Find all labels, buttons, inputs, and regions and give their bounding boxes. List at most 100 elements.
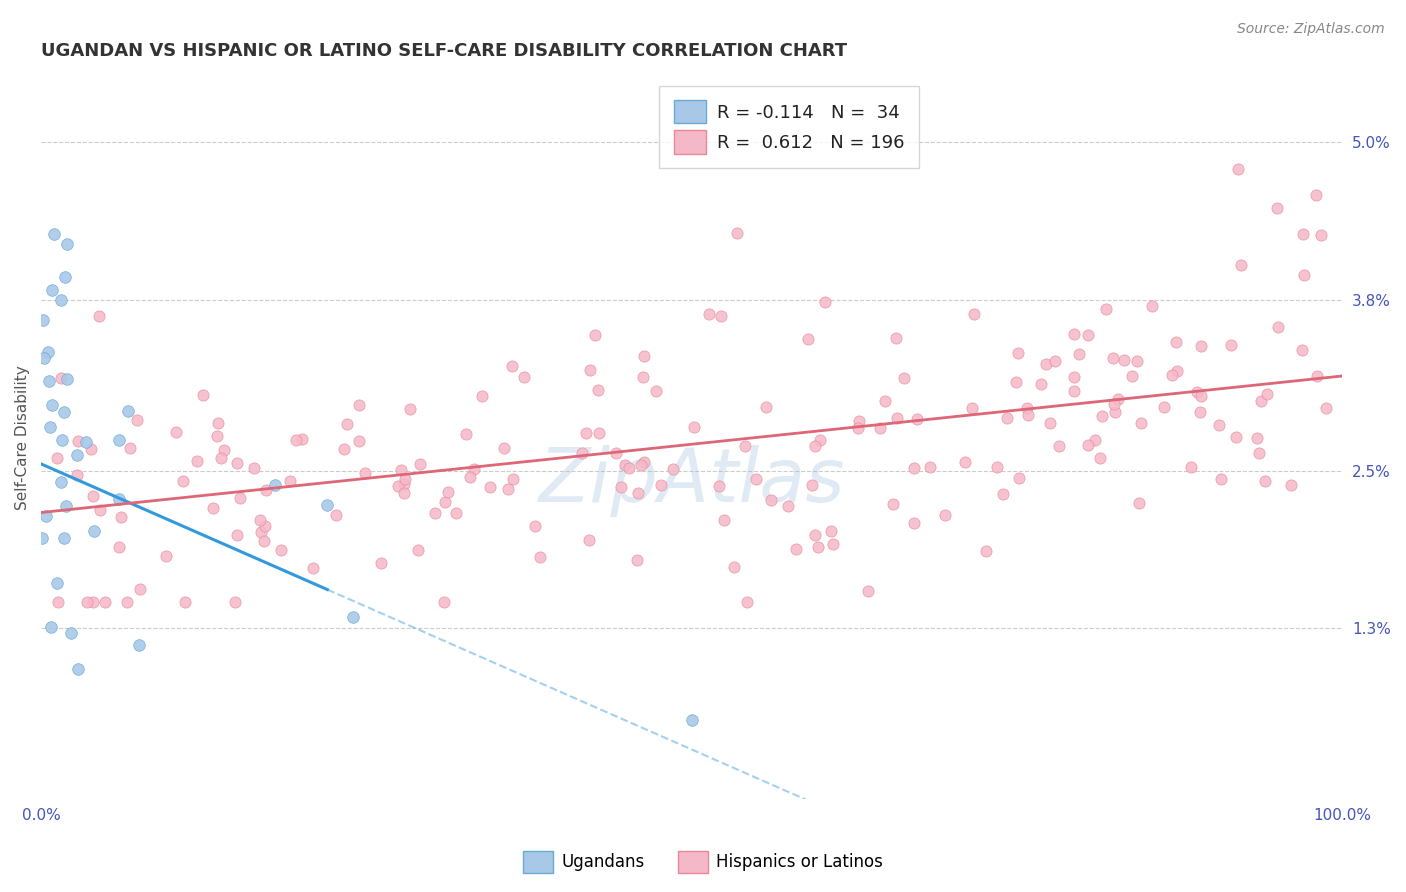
Point <box>1246 431 1268 445</box>
Point <box>903 516 925 530</box>
Point <box>1230 258 1253 272</box>
Legend: R = -0.114   N =  34, R =  0.612   N = 196: R = -0.114 N = 34, R = 0.612 N = 196 <box>659 86 920 168</box>
Point <box>1279 478 1302 492</box>
Point <box>53 269 76 284</box>
Point <box>38 419 60 434</box>
Point <box>389 463 412 477</box>
Point <box>578 533 600 547</box>
Point <box>349 434 371 449</box>
Point <box>1031 376 1053 391</box>
Point <box>797 333 820 347</box>
Point <box>433 595 456 609</box>
Point <box>174 595 197 609</box>
Point <box>254 519 277 533</box>
Point <box>394 472 416 486</box>
Point <box>1049 439 1071 453</box>
Point <box>333 442 356 456</box>
Text: Source: ZipAtlas.com: Source: ZipAtlas.com <box>1237 22 1385 37</box>
Point <box>45 450 67 465</box>
Point <box>1250 394 1272 409</box>
Text: UGANDAN VS HISPANIC OR LATINO SELF-CARE DISABILITY CORRELATION CHART: UGANDAN VS HISPANIC OR LATINO SELF-CARE … <box>41 42 848 60</box>
Point <box>253 534 276 549</box>
Point <box>1063 326 1085 341</box>
Point <box>1077 328 1099 343</box>
Point <box>392 486 415 500</box>
Point <box>51 370 73 384</box>
Point <box>250 525 273 540</box>
Point <box>392 476 415 491</box>
Point <box>645 384 668 398</box>
Point <box>801 477 824 491</box>
Point <box>52 405 75 419</box>
Point <box>735 595 758 609</box>
Point <box>118 442 141 456</box>
Point <box>172 474 194 488</box>
Point <box>1104 397 1126 411</box>
Point <box>963 307 986 321</box>
Point <box>46 595 69 609</box>
Point <box>1220 337 1243 351</box>
Point <box>1292 227 1315 242</box>
Point <box>56 371 79 385</box>
Point <box>1125 354 1147 368</box>
Y-axis label: Self-Care Disability: Self-Care Disability <box>15 366 30 510</box>
Point <box>993 486 1015 500</box>
Point <box>1254 474 1277 488</box>
Point <box>683 420 706 434</box>
Point <box>633 349 655 363</box>
Point <box>471 389 494 403</box>
Point <box>1208 418 1230 433</box>
Point <box>734 439 756 453</box>
Point <box>1164 334 1187 349</box>
Point <box>479 480 502 494</box>
Point <box>201 500 224 515</box>
Point <box>1306 368 1329 383</box>
Point <box>617 461 640 475</box>
Point <box>52 531 75 545</box>
Point <box>302 560 325 574</box>
Point <box>45 576 67 591</box>
Point <box>524 519 547 533</box>
Point <box>882 497 904 511</box>
Point <box>785 541 807 556</box>
Point <box>67 434 90 449</box>
Point <box>501 359 523 373</box>
Point <box>32 351 55 366</box>
Point <box>804 528 827 542</box>
Point <box>627 486 650 500</box>
Point <box>354 466 377 480</box>
Point <box>869 421 891 435</box>
Point <box>1067 347 1090 361</box>
Point <box>128 582 150 596</box>
Point <box>406 542 429 557</box>
Point <box>697 307 720 321</box>
Point <box>316 498 339 512</box>
Point <box>761 492 783 507</box>
Point <box>1249 446 1271 460</box>
Point <box>89 503 111 517</box>
Point <box>496 482 519 496</box>
Point <box>165 425 187 439</box>
Point <box>387 479 409 493</box>
Point <box>209 451 232 466</box>
Point <box>347 398 370 412</box>
Point <box>270 542 292 557</box>
Point <box>609 480 631 494</box>
Point <box>1094 301 1116 316</box>
Point <box>820 524 842 538</box>
Point <box>254 483 277 498</box>
Point <box>1315 401 1337 415</box>
Point <box>51 433 73 447</box>
Point <box>55 499 77 513</box>
Point <box>804 439 827 453</box>
Point <box>1128 496 1150 510</box>
Point <box>434 495 457 509</box>
Point <box>82 595 104 609</box>
Point <box>1084 433 1107 447</box>
Point <box>463 462 485 476</box>
Point <box>41 284 63 298</box>
Point <box>995 411 1018 425</box>
Point <box>745 472 768 486</box>
Point <box>42 227 65 242</box>
Point <box>125 413 148 427</box>
